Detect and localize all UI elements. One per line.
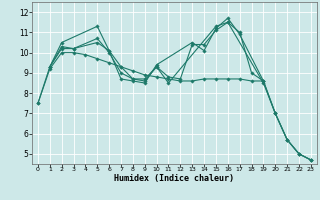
- X-axis label: Humidex (Indice chaleur): Humidex (Indice chaleur): [115, 174, 234, 183]
